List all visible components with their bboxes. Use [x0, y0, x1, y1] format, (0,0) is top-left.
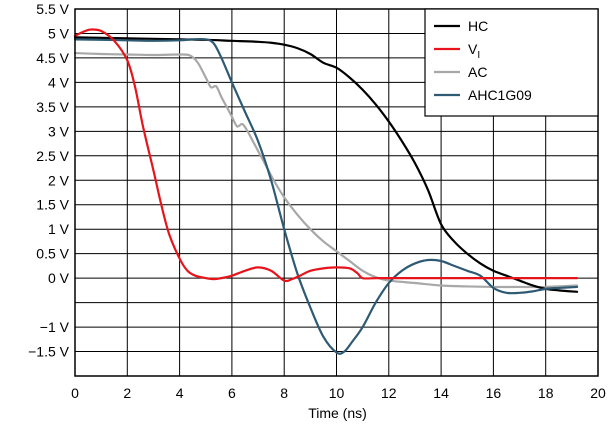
x-tick-label: 6 — [228, 385, 236, 401]
y-tick-label: 4.5 V — [36, 50, 69, 66]
series-line-ac — [73, 51, 579, 289]
y-tick-label: 0.5 V — [36, 246, 69, 262]
plot-frame — [74, 8, 599, 377]
x-tick-label: 16 — [486, 385, 502, 401]
x-tick-label: 8 — [280, 385, 288, 401]
legend: HC VI AC AHC1G09 — [424, 8, 599, 117]
y-tick-label: 3 V — [48, 123, 70, 139]
y-tick-labels: 5.5 V 5 V 4.5 V 4 V 3.5 V 3 V 2.5 V 2 V 1.5 V 1 V… — [28, 1, 70, 360]
x-tick-label: 18 — [538, 385, 554, 401]
x-axis-title: Time (ns) — [308, 405, 367, 421]
y-tick-label: 2 V — [48, 172, 70, 188]
legend-label: HC — [468, 18, 488, 34]
y-tick-label: 2.5 V — [36, 148, 69, 164]
y-tick-label: 1.5 V — [36, 197, 69, 213]
series-line-ahc1g09 — [73, 37, 579, 355]
y-tick-label: −1 V — [40, 319, 70, 335]
x-tick-labels: 0 2 4 6 8 10 12 14 16 18 20 — [71, 385, 606, 401]
legend-label-sub: I — [477, 50, 480, 61]
x-tick-label: 12 — [381, 385, 397, 401]
legend-label-main: AC — [468, 64, 487, 80]
y-tick-label: 4 V — [48, 74, 70, 90]
y-tick-label: 5.5 V — [36, 1, 69, 17]
x-tick-label: 10 — [329, 385, 345, 401]
y-tick-label: 0 V — [48, 270, 70, 286]
x-tick-label: 4 — [176, 385, 184, 401]
legend-label-main: AHC1G09 — [468, 87, 532, 103]
legend-label: AC — [468, 64, 487, 80]
y-tick-label: 5 V — [48, 25, 70, 41]
series-line-hc — [73, 36, 579, 293]
series-lines — [73, 28, 579, 355]
legend-label: VI — [468, 41, 480, 61]
x-tick-label: 2 — [123, 385, 131, 401]
y-tick-label: −1.5 V — [28, 344, 70, 360]
series-line-vi — [73, 28, 579, 283]
x-tick-label: 14 — [433, 385, 449, 401]
x-tick-label: 0 — [71, 385, 79, 401]
legend-label-main: V — [468, 41, 478, 57]
legend-label: AHC1G09 — [468, 87, 532, 103]
x-tick-label: 20 — [590, 385, 606, 401]
legend-label-main: HC — [468, 18, 488, 34]
y-tick-label: 1 V — [48, 221, 70, 237]
y-tick-label: 3.5 V — [36, 99, 69, 115]
